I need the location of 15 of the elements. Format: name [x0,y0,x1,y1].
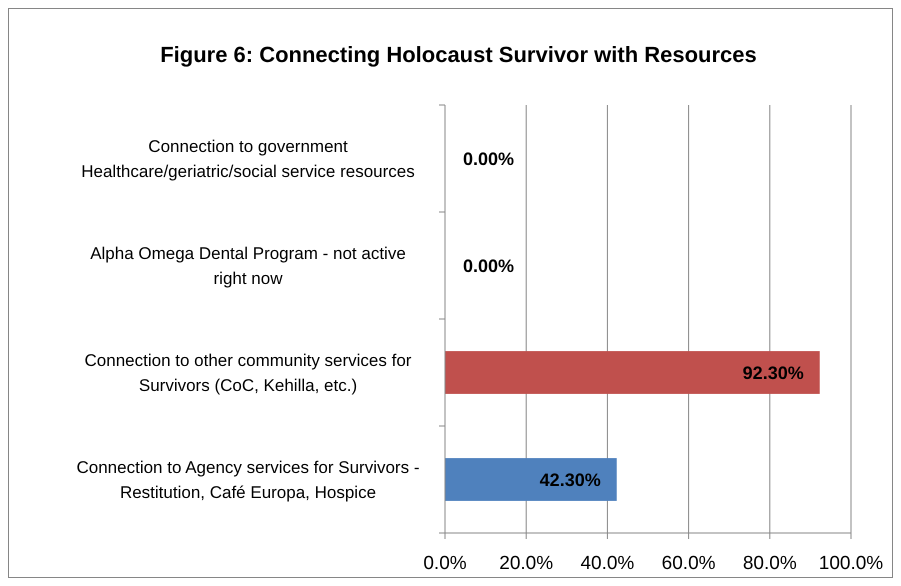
y-tick-label: Connection to Agency services for Survivors - Restitution, Café Europa, Hospice [76,458,420,502]
x-tick-label: 40.0% [580,553,634,574]
x-tick-label: 80.0% [742,553,797,574]
data-label: 92.30% [742,362,804,383]
y-tick-label: Connection to government Healthcare/geriatric/social service resources [81,136,415,181]
x-tick-label: 60.0% [662,553,716,574]
y-tick-label: Connection to other community services for Survivors (CoC, Kehilla, etc.) [84,350,412,395]
x-tick-label: 0.0% [423,553,467,574]
data-label: 0.00% [463,256,514,276]
x-tick-label: 100.0% [818,553,884,574]
data-label: 0.00% [463,148,514,169]
data-label: 42.30% [540,470,601,490]
chart-title: Figure 6: Connecting Holocaust Survivor with Resources [160,42,757,67]
y-tick-label: Alpha Omega Dental Program - not active right now [90,244,406,288]
x-tick-label: 20.0% [499,553,554,574]
